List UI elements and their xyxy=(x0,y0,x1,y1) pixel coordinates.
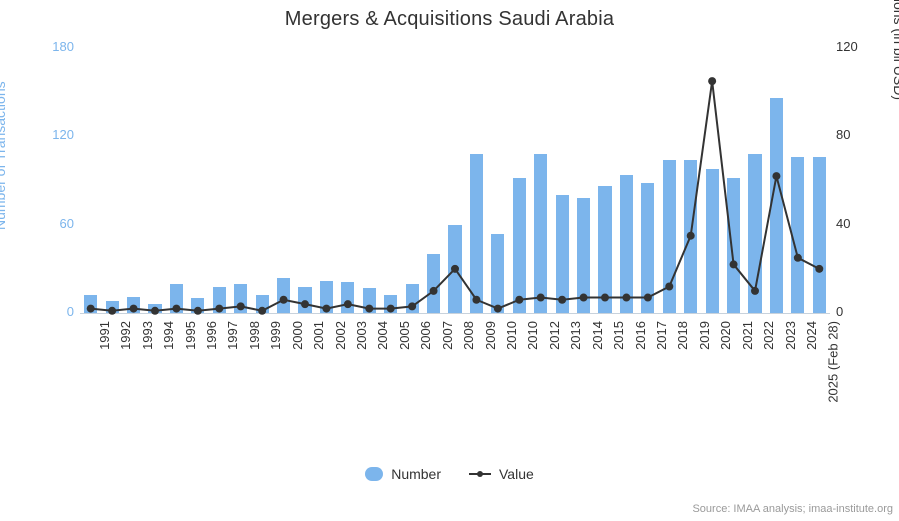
y2-axis-label: Value of Transactions (in bil USD) xyxy=(891,0,899,100)
x-tick-label: 2008 xyxy=(461,321,476,350)
x-tick-label: 2023 xyxy=(782,321,797,350)
x-tick-label: 2016 xyxy=(632,321,647,350)
value-marker[interactable] xyxy=(751,287,759,295)
value-marker[interactable] xyxy=(258,307,266,315)
x-tick-label: 1999 xyxy=(268,321,283,350)
value-marker[interactable] xyxy=(644,294,652,302)
value-marker[interactable] xyxy=(130,305,138,313)
x-tick-label: 2021 xyxy=(740,321,755,350)
x-tick-label: 1991 xyxy=(97,321,112,350)
x-tick-label: 2018 xyxy=(675,321,690,350)
value-marker[interactable] xyxy=(151,307,159,315)
x-tick-label: 2017 xyxy=(654,321,669,350)
value-marker[interactable] xyxy=(537,294,545,302)
x-tick-label: 2019 xyxy=(697,321,712,350)
x-tick-label: 2003 xyxy=(354,321,369,350)
ma-saudi-chart: Mergers & Acquisitions Saudi Arabia Numb… xyxy=(0,0,899,521)
legend-label-number: Number xyxy=(391,466,441,482)
value-marker[interactable] xyxy=(365,305,373,313)
y1-tick: 60 xyxy=(34,216,80,231)
x-tick-label: 2006 xyxy=(418,321,433,350)
x-tick-label: 1994 xyxy=(161,321,176,350)
x-tick-label: 1998 xyxy=(247,321,262,350)
value-marker[interactable] xyxy=(108,307,116,315)
x-tick-label: 2001 xyxy=(311,321,326,350)
value-marker[interactable] xyxy=(344,300,352,308)
plot-area: 0601201800408012019911992199319941995199… xyxy=(80,48,830,314)
x-tick-label: 2004 xyxy=(375,321,390,350)
x-tick-label: 2010 xyxy=(504,321,519,350)
value-marker[interactable] xyxy=(601,294,609,302)
x-tick-label: 2007 xyxy=(440,321,455,350)
value-marker[interactable] xyxy=(580,294,588,302)
value-marker[interactable] xyxy=(665,283,673,291)
source-attribution: Source: IMAA analysis; imaa-institute.or… xyxy=(692,503,893,515)
value-marker[interactable] xyxy=(172,305,180,313)
x-tick-label: 2025 (Feb 28) xyxy=(825,321,840,403)
value-marker[interactable] xyxy=(237,302,245,310)
value-marker[interactable] xyxy=(430,287,438,295)
value-marker[interactable] xyxy=(301,300,309,308)
value-marker[interactable] xyxy=(794,254,802,262)
legend-swatch-line xyxy=(469,473,491,475)
x-tick-label: 2005 xyxy=(397,321,412,350)
value-marker[interactable] xyxy=(322,305,330,313)
x-tick-label: 2009 xyxy=(482,321,497,350)
value-marker[interactable] xyxy=(815,265,823,273)
x-tick-label: 2000 xyxy=(290,321,305,350)
value-marker[interactable] xyxy=(708,77,716,85)
x-tick-label: 1996 xyxy=(204,321,219,350)
value-marker[interactable] xyxy=(215,305,223,313)
x-tick-label: 1992 xyxy=(118,321,133,350)
y1-tick: 120 xyxy=(34,127,80,142)
line-series xyxy=(80,48,830,313)
value-marker[interactable] xyxy=(622,294,630,302)
legend-item-number[interactable]: Number xyxy=(365,466,441,482)
value-marker[interactable] xyxy=(408,302,416,310)
value-marker[interactable] xyxy=(730,260,738,268)
x-tick-label: 2015 xyxy=(611,321,626,350)
x-tick-label: 2010 xyxy=(525,321,540,350)
x-tick-label: 2020 xyxy=(718,321,733,350)
x-tick-label: 2012 xyxy=(547,321,562,350)
legend-label-value: Value xyxy=(499,466,534,482)
x-tick-label: 2013 xyxy=(568,321,583,350)
y2-tick: 120 xyxy=(830,39,876,54)
x-tick-label: 1997 xyxy=(225,321,240,350)
x-tick-label: 1995 xyxy=(182,321,197,350)
y2-tick: 0 xyxy=(830,304,876,319)
value-marker[interactable] xyxy=(194,307,202,315)
y1-tick: 180 xyxy=(34,39,80,54)
y2-tick: 40 xyxy=(830,216,876,231)
x-tick-label: 2002 xyxy=(332,321,347,350)
value-marker[interactable] xyxy=(515,296,523,304)
value-marker[interactable] xyxy=(687,232,695,240)
value-marker[interactable] xyxy=(494,305,502,313)
value-marker[interactable] xyxy=(472,296,480,304)
x-tick-label: 2014 xyxy=(590,321,605,350)
x-tick-label: 1993 xyxy=(140,321,155,350)
x-tick-label: 2024 xyxy=(804,321,819,350)
y2-tick: 80 xyxy=(830,127,876,142)
value-marker[interactable] xyxy=(387,305,395,313)
value-line xyxy=(91,81,820,311)
value-marker[interactable] xyxy=(451,265,459,273)
y1-axis-label: Number of Transactions xyxy=(0,81,8,230)
legend: Number Value xyxy=(0,463,899,485)
x-tick-label: 2022 xyxy=(761,321,776,350)
legend-item-value[interactable]: Value xyxy=(469,466,534,482)
legend-swatch-bar xyxy=(365,467,383,481)
value-marker[interactable] xyxy=(558,296,566,304)
value-marker[interactable] xyxy=(87,305,95,313)
chart-title: Mergers & Acquisitions Saudi Arabia xyxy=(0,8,899,31)
value-marker[interactable] xyxy=(772,172,780,180)
value-marker[interactable] xyxy=(280,296,288,304)
y1-tick: 0 xyxy=(34,304,80,319)
